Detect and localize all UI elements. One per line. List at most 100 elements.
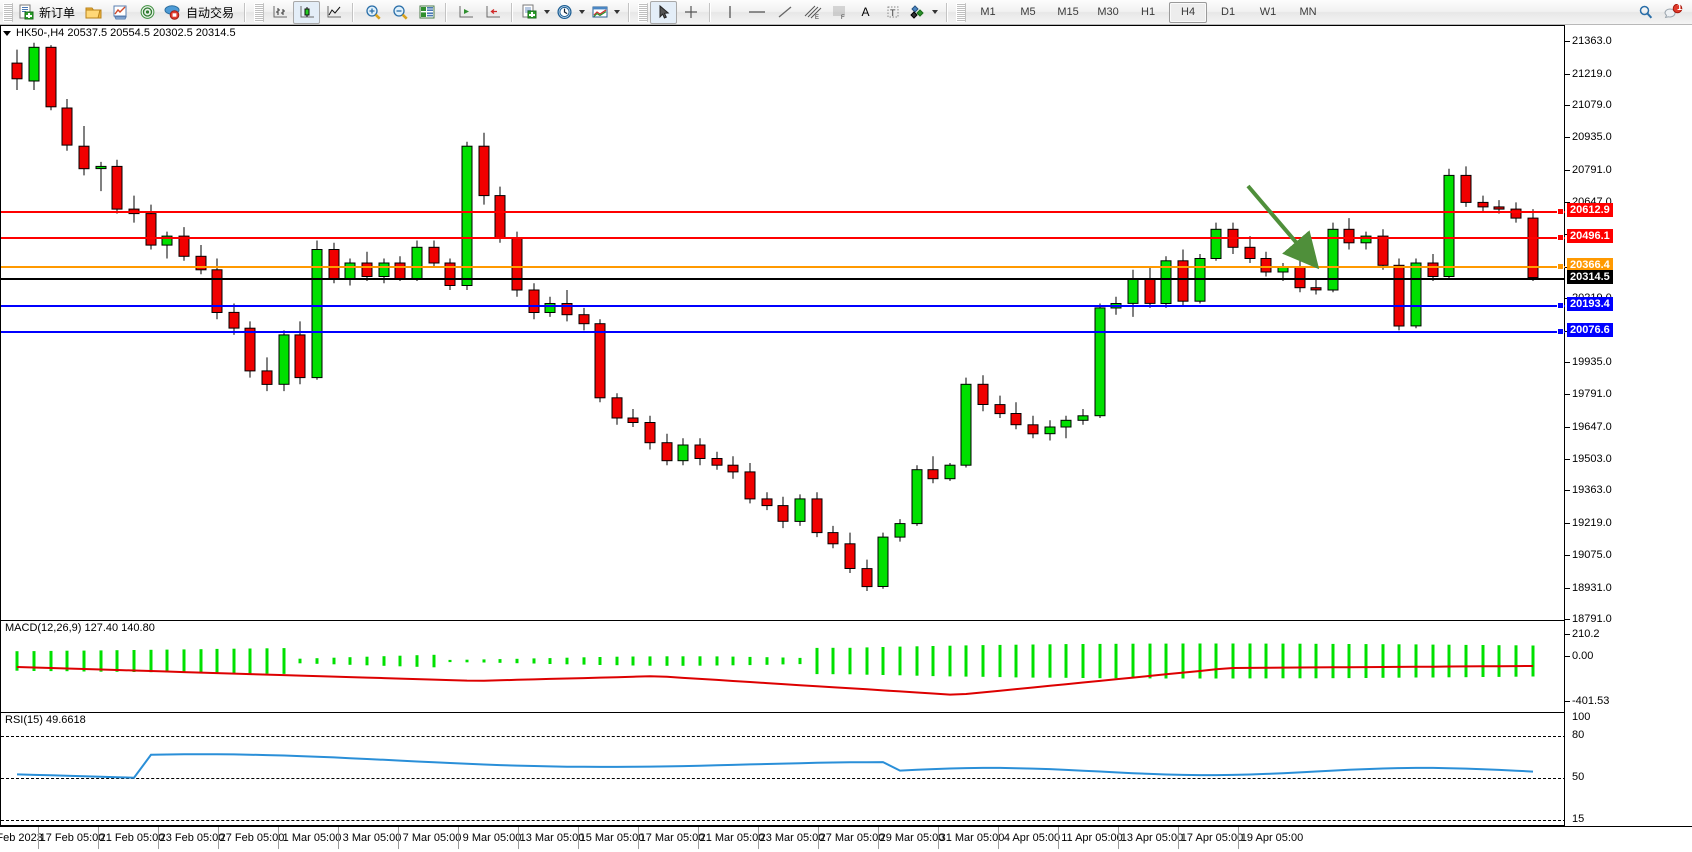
folder-button[interactable] <box>80 1 107 24</box>
price-badge-resistance-1[interactable]: 20612.9 <box>1567 202 1613 217</box>
trendline-button[interactable] <box>771 1 798 24</box>
price-tick <box>1565 426 1570 428</box>
price-tick <box>1565 555 1570 557</box>
toolbar-grip-4[interactable] <box>956 2 967 22</box>
price-tick <box>1565 361 1570 363</box>
price-badge-support-1[interactable]: 20193.4 <box>1567 296 1613 311</box>
rsi-level-50 <box>1 778 1566 779</box>
search-button[interactable] <box>1632 1 1659 24</box>
rsi-scale-label: 80 <box>1572 729 1585 741</box>
price-tick-label: 19791.0 <box>1572 388 1612 401</box>
timeframe-m30[interactable]: M30 <box>1097 6 1119 18</box>
objects-chevron-down-icon[interactable] <box>932 10 939 14</box>
time-tick <box>1058 827 1059 849</box>
objects-button[interactable] <box>906 1 941 24</box>
price-badge-last-price[interactable]: 20314.5 <box>1567 269 1613 284</box>
period-button[interactable] <box>553 1 588 24</box>
indicators-icon <box>522 4 537 19</box>
vertical-line-button[interactable] <box>716 1 743 24</box>
equidistant-channel-button[interactable]: E <box>798 1 825 24</box>
period-chevron-down-icon[interactable] <box>579 10 586 14</box>
level-anchor-resistance-1[interactable] <box>1557 207 1564 215</box>
time-axis-label: 3 Mar 05:00 <box>342 832 402 844</box>
auto-trading-button[interactable]: 自动交易 <box>161 1 239 24</box>
time-axis-label: 21 Mar 05:00 <box>699 832 765 844</box>
timeframe-m5[interactable]: M5 <box>1020 6 1036 18</box>
auto-scroll-button[interactable] <box>479 1 506 24</box>
price-tick <box>1565 41 1570 43</box>
macd-scale-label: 210.2 <box>1572 628 1600 640</box>
time-tick <box>578 827 579 849</box>
cursor-button[interactable] <box>650 0 678 24</box>
level-anchor-support-2[interactable] <box>1557 328 1564 336</box>
price-badge-resistance-2[interactable]: 20496.1 <box>1567 228 1613 243</box>
toolbar-grip[interactable] <box>3 2 13 22</box>
crosshair-icon <box>684 6 697 18</box>
timeframe-h4[interactable]: H4 <box>1169 1 1208 23</box>
level-line-support-1[interactable] <box>1 304 1566 307</box>
crosshair-button[interactable] <box>677 1 704 24</box>
horizontal-line-button[interactable] <box>743 1 771 24</box>
toolbar-grip-3[interactable] <box>638 2 649 22</box>
toolbar-divider-6 <box>709 2 712 22</box>
text-button[interactable]: A <box>852 1 879 24</box>
price-chart-pane[interactable]: HK50-,H4 20537.5 20554.5 20302.5 20314.5… <box>0 25 1566 826</box>
level-line-pivot[interactable] <box>1 266 1566 269</box>
time-tick <box>98 827 99 849</box>
new-order-button[interactable]: 新订单 <box>15 1 80 24</box>
price-badge-support-2[interactable]: 20076.6 <box>1567 323 1613 338</box>
rsi-level-15 <box>1 820 1566 821</box>
price-tick <box>1565 619 1570 620</box>
fibonacci-button[interactable]: F <box>825 1 852 24</box>
signal-button[interactable] <box>134 1 161 24</box>
time-tick <box>998 827 999 849</box>
timeframe-h1[interactable]: H1 <box>1141 6 1156 18</box>
toolbar-divider-2 <box>352 2 355 22</box>
toolbar-grip-2[interactable] <box>254 2 265 22</box>
timeframe-mn[interactable]: MN <box>1299 6 1317 18</box>
data-window-button[interactable] <box>413 1 440 24</box>
timeframe-m1[interactable]: M1 <box>980 6 996 18</box>
time-tick <box>1118 827 1119 849</box>
macd-series <box>15 643 1535 696</box>
fibo-icon: E <box>804 5 821 20</box>
shift-chart-button[interactable] <box>452 1 479 24</box>
price-tick <box>1565 104 1570 106</box>
templates-chevron-down-icon[interactable] <box>614 10 621 14</box>
timeframe-m15[interactable]: M15 <box>1057 6 1079 18</box>
price-scale[interactable]: 21363.021219.021079.020935.020791.020647… <box>1565 25 1692 826</box>
level-anchor-pivot[interactable] <box>1557 263 1564 271</box>
toolbar-divider-4 <box>511 2 514 22</box>
line-chart-button[interactable] <box>320 1 347 24</box>
time-axis-label: 27 Feb 05:00 <box>219 832 285 844</box>
text-label-button[interactable]: T <box>879 1 906 24</box>
price-tick <box>1565 137 1570 139</box>
level-line-resistance-1[interactable] <box>1 210 1566 213</box>
time-axis-label: 17 Mar 05:00 <box>639 832 705 844</box>
zoom-in-button[interactable] <box>359 1 386 24</box>
indicators-button[interactable] <box>518 1 553 24</box>
level-anchor-resistance-2[interactable] <box>1557 233 1564 241</box>
svg-text:T: T <box>890 8 896 18</box>
level-line-support-2[interactable] <box>1 331 1566 334</box>
time-axis-label: 13 Mar 05:00 <box>519 832 585 844</box>
zoom-out-button[interactable] <box>386 1 413 24</box>
chart-profile-button[interactable] <box>107 1 134 24</box>
timeframe-w1[interactable]: W1 <box>1259 6 1277 18</box>
level-anchor-support-1[interactable] <box>1557 301 1564 309</box>
level-line-last-price[interactable] <box>1 277 1566 280</box>
signal-icon <box>140 5 155 19</box>
price-badge-pivot[interactable]: 20366.4 <box>1567 258 1613 273</box>
templates-button[interactable] <box>588 1 623 24</box>
bar-chart-button[interactable] <box>266 1 293 24</box>
vline-icon <box>728 6 731 18</box>
indicators-chevron-down-icon[interactable] <box>544 10 551 14</box>
level-line-resistance-2[interactable] <box>1 236 1566 239</box>
period-icon <box>557 4 572 20</box>
timeframe-d1[interactable]: D1 <box>1221 6 1236 18</box>
chevron-down-icon[interactable] <box>3 30 11 36</box>
alerts-button[interactable]: 1 <box>1659 1 1686 24</box>
macd-scale-label: 0.00 <box>1572 650 1594 662</box>
candlestick-chart-button[interactable] <box>293 0 321 24</box>
